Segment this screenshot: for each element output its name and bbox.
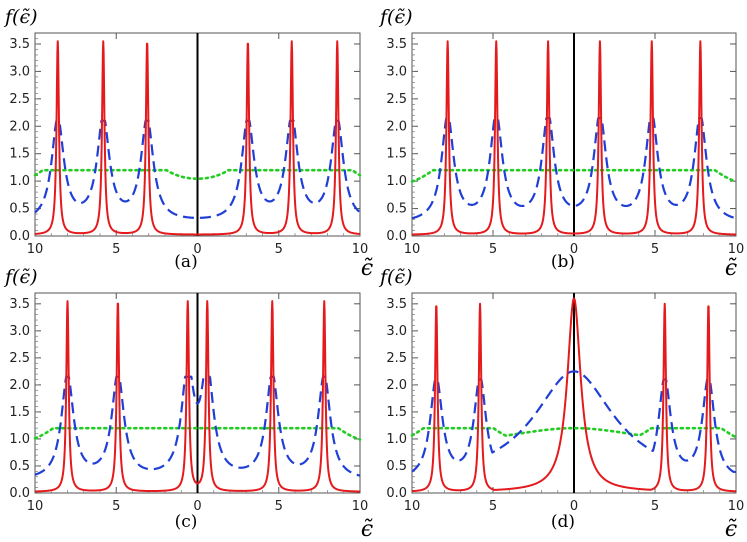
y-tick-label: 0.0	[386, 486, 407, 501]
y-tick-label: 3.5	[386, 297, 407, 312]
y-tick-label: 0.5	[386, 459, 407, 474]
x-axis-label: ϵ̃	[725, 517, 737, 542]
series-solid-line	[411, 297, 737, 493]
series-dashed-line	[34, 375, 361, 477]
y-tick-label: 3.5	[9, 37, 30, 52]
x-tick-label: 0	[193, 499, 201, 514]
x-tick-label: 5	[275, 499, 283, 514]
y-tick-label: 2.0	[386, 119, 407, 134]
x-tick-label: 10	[728, 499, 745, 514]
panel-d: 0.0 0.5 1.0 1.5 2.0 2.5 3.0 3.5 10 5 0 5 10 f(ϵ̃) ϵ̃ (d…	[378, 266, 744, 542]
x-tick-label: 5	[651, 499, 659, 514]
y-axis-label: f(ϵ̃)	[3, 266, 38, 288]
y-axis-label: f(ϵ̃)	[378, 6, 413, 28]
x-axis-label: ϵ̃	[725, 256, 737, 281]
series-dotted-line	[410, 426, 738, 439]
panel-c: 0.0 0.5 1.0 1.5 2.0 2.5 3.0 3.5 10 5 0 5 10 f(ϵ̃) ϵ̃ (c…	[3, 266, 373, 542]
y-tick-label: 2.0	[9, 378, 30, 393]
x-tick-label: 10	[27, 242, 44, 257]
y-tick-label: 0.0	[9, 486, 30, 501]
series-solid-line	[34, 40, 361, 236]
x-tick-label: 5	[651, 242, 659, 257]
y-tick-label: 1.5	[386, 147, 407, 162]
panel-b: 0.0 0.5 1.0 1.5 2.0 2.5 3.0 3.5 10 5 0 5 10 f(ϵ̃) ϵ̃ (b…	[378, 6, 744, 281]
series-dashed-line	[34, 119, 361, 219]
y-tick-label: 2.0	[9, 119, 30, 134]
y-tick-label: 2.5	[386, 351, 407, 366]
y-tick-label: 0.0	[386, 229, 407, 244]
panel-a: 0.0 0.5 1.0 1.5 2.0 2.5 3.0 3.5 10 5 0 5 10 f(ϵ̃) ϵ̃ (a…	[3, 6, 373, 281]
series-dotted-line	[33, 168, 362, 181]
y-tick-label: 2.5	[9, 351, 30, 366]
y-tick-label: 1.0	[9, 174, 30, 189]
x-tick-label: 5	[489, 242, 497, 257]
y-tick-label: 0.5	[9, 202, 30, 217]
x-tick-label: 10	[404, 499, 421, 514]
series-dashed-line	[411, 370, 737, 474]
y-tick-label: 1.0	[386, 174, 407, 189]
x-tick-label: 5	[275, 242, 283, 257]
x-tick-label: 10	[404, 242, 421, 257]
x-tick-label: 5	[489, 499, 497, 514]
y-tick-label: 2.5	[386, 92, 407, 107]
x-tick-label: 0	[570, 242, 578, 257]
y-tick-label: 2.0	[386, 378, 407, 393]
x-axis-label: ϵ̃	[361, 256, 373, 281]
x-axis-label: ϵ̃	[361, 517, 373, 542]
y-tick-label: 3.5	[9, 297, 30, 312]
y-tick-label: 0.5	[9, 459, 30, 474]
y-tick-label: 3.0	[386, 324, 407, 339]
series-dotted-line	[33, 426, 362, 441]
y-tick-label: 3.5	[386, 37, 407, 52]
panel-caption: (b)	[551, 252, 575, 272]
x-tick-label: 10	[352, 242, 369, 257]
y-tick-label: 1.0	[386, 432, 407, 447]
x-tick-label: 10	[352, 499, 369, 514]
series-solid-line	[34, 300, 361, 493]
x-tick-label: 5	[112, 499, 120, 514]
y-tick-label: 0.0	[9, 229, 30, 244]
y-tick-label: 1.0	[9, 432, 30, 447]
y-tick-label: 1.5	[9, 147, 30, 162]
series-solid-line	[411, 40, 737, 236]
y-tick-label: 1.5	[386, 405, 407, 420]
x-tick-label: 10	[728, 242, 745, 257]
panel-caption: (d)	[551, 512, 575, 532]
y-axis-label: f(ϵ̃)	[3, 6, 38, 28]
y-tick-label: 0.5	[386, 202, 407, 217]
x-tick-label: 10	[27, 499, 44, 514]
y-axis-label: f(ϵ̃)	[378, 266, 413, 288]
y-tick-label: 3.0	[9, 64, 30, 79]
x-tick-label: 0	[570, 499, 578, 514]
x-tick-label: 5	[112, 242, 120, 257]
y-tick-label: 2.5	[9, 92, 30, 107]
panel-caption: (a)	[174, 252, 197, 272]
y-tick-label: 3.0	[9, 324, 30, 339]
panel-caption: (c)	[175, 512, 198, 532]
y-tick-label: 3.0	[386, 64, 407, 79]
series-dotted-line	[410, 168, 738, 183]
y-tick-label: 1.5	[9, 405, 30, 420]
x-tick-label: 0	[193, 242, 201, 257]
